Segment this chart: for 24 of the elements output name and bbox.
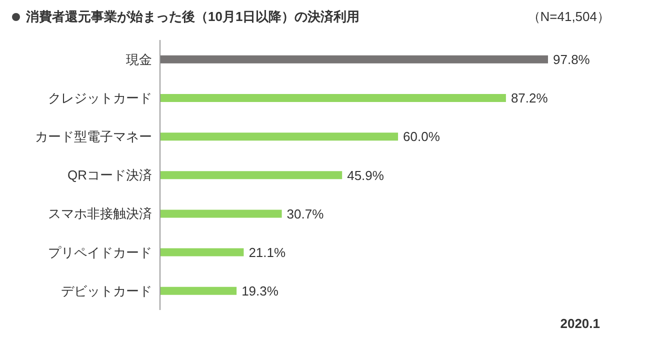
y-tick-label: 現金 [126,52,152,67]
bar [160,286,237,295]
y-tick-label: QRコード決済 [68,168,152,183]
y-tick-label: スマホ非接触決済 [48,206,152,222]
data-label: 97.8% [553,52,590,68]
data-label: 19.3% [242,283,279,298]
bar [160,210,282,218]
y-tick-label: クレジットカード [48,90,152,106]
text: （N=41,504） [527,8,610,26]
data-label: 45.9% [347,168,384,183]
bar [160,248,244,256]
bar [160,171,342,180]
chart-title: 消費者還元事業が始まった後（10月1日以降）の決済利用 [26,8,360,26]
data-label: 87.2% [510,90,548,106]
data-label: 21.1% [248,244,286,260]
data-label: 30.7% [286,206,324,222]
y-tick-label: デビットカード [61,283,152,298]
bar [160,94,506,102]
y-tick-label: プリペイドカード [48,244,152,260]
data-label: 60.0% [403,129,440,144]
bar [160,55,548,64]
text: 2020.1 [560,316,600,331]
bar [160,132,398,141]
y-tick-label: カード型電子マネー [35,129,152,144]
